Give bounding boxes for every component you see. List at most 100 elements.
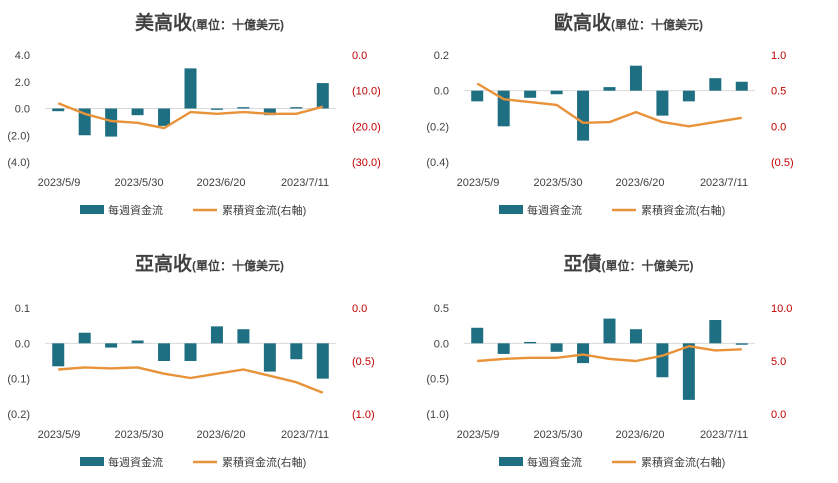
weekly-flow-bar xyxy=(471,90,484,102)
legend-bar-label: 每週資金流 xyxy=(108,203,163,217)
x-axis-tick-label: 2023/6/20 xyxy=(616,429,665,441)
chart-panel-asia-bond: 亞債(單位：十億美元) 0.5 0.0 (0.5) (1.0) 0.0 5.0 10.0 20… xyxy=(419,241,838,482)
weekly-flow-bar xyxy=(735,81,748,91)
weekly-flow-bar xyxy=(524,90,537,98)
legend-bar-label: 每週資金流 xyxy=(108,455,163,469)
left-axis-tick-label: 0.0 xyxy=(434,86,449,98)
left-axis-tick-label: (4.0) xyxy=(7,157,30,169)
legend-line-label: 累積資金流(右軸) xyxy=(641,203,725,217)
weekly-flow-bar xyxy=(131,108,144,116)
left-axis-tick-label: (0.2) xyxy=(426,121,449,133)
legend-bar-label: 每週資金流 xyxy=(527,455,582,469)
weekly-flow-bar xyxy=(158,343,171,361)
chart-title-main: 美高收 xyxy=(134,13,192,34)
cumulative-flow-line xyxy=(57,102,324,130)
x-axis-tick-label: 2023/6/20 xyxy=(616,177,665,189)
chart-title: 美高收(單位：十億美元) xyxy=(0,8,419,35)
chart-title: 亞債(單位：十億美元) xyxy=(419,249,838,276)
chart-title-main: 歐高收 xyxy=(553,13,611,34)
right-axis-tick-label: (10.0) xyxy=(352,86,381,98)
weekly-flow-bar xyxy=(735,343,748,345)
weekly-flow-bar xyxy=(263,108,276,116)
weekly-flow-bar xyxy=(709,320,722,344)
legend-bar-swatch xyxy=(80,205,104,214)
x-axis-tick-label: 2023/5/30 xyxy=(534,429,583,441)
weekly-flow-bar xyxy=(656,343,669,378)
right-axis-tick-label: 0.0 xyxy=(771,121,786,133)
cumulative-flow-line xyxy=(476,82,742,128)
right-axis-tick-label: 0.0 xyxy=(352,303,367,315)
weekly-flow-bar xyxy=(237,107,250,109)
weekly-flow-bar xyxy=(290,343,303,360)
weekly-flow-bar xyxy=(184,68,197,109)
weekly-flow-bar xyxy=(105,108,118,137)
legend-line-label: 累積資金流(右軸) xyxy=(641,455,725,469)
chart-title-unit: (單位：十億美元) xyxy=(601,259,694,273)
right-axis-tick-label: 5.0 xyxy=(771,356,786,368)
x-axis-tick-label: 2023/5/30 xyxy=(115,429,164,441)
legend-bar-swatch xyxy=(499,205,523,214)
right-axis-tick-label: (0.5) xyxy=(771,157,794,169)
chart-panel-asia-high-yield: 亞高收(單位：十億美元) 0.1 0.0 (0.1) (0.2) 0.0 (0.5) (1.… xyxy=(0,241,419,482)
chart-title-unit: (單位：十億美元) xyxy=(611,18,703,32)
weekly-flow-bar xyxy=(629,329,642,344)
x-axis-tick-label: 2023/7/11 xyxy=(700,177,748,189)
chart-panel-us-high-yield: 美高收(單位：十億美元) 4.0 2.0 0.0 (2.0) (4.0) 0.0 (10.0… xyxy=(0,0,419,241)
left-axis-tick-label: (0.2) xyxy=(7,409,30,421)
x-axis-tick-label: 2023/5/9 xyxy=(38,177,81,189)
weekly-flow-bar xyxy=(131,340,144,344)
right-axis-tick-label: 10.0 xyxy=(771,303,792,315)
legend-bar-swatch xyxy=(499,457,523,466)
x-axis-tick-label: 2023/6/20 xyxy=(197,429,246,441)
left-axis-tick-label: (1.0) xyxy=(426,409,449,421)
left-axis-tick-label: (0.4) xyxy=(426,157,449,169)
weekly-flow-bar xyxy=(210,108,223,110)
weekly-flow-bar xyxy=(316,343,329,379)
weekly-flow-bar xyxy=(471,327,484,344)
left-axis-tick-label: 0.0 xyxy=(15,338,30,350)
chart-title: 歐高收(單位：十億美元) xyxy=(419,8,838,35)
chart-title-main: 亞債 xyxy=(563,254,602,275)
left-axis-tick-label: (0.5) xyxy=(426,374,449,386)
x-axis-tick-label: 2023/5/9 xyxy=(457,429,500,441)
x-axis-tick-label: 2023/7/11 xyxy=(700,429,748,441)
weekly-flow-bar xyxy=(497,343,510,354)
left-axis-tick-label: 0.5 xyxy=(434,303,449,315)
chart-title: 亞高收(單位：十億美元) xyxy=(0,249,419,276)
x-axis-tick-label: 2023/7/11 xyxy=(281,177,329,189)
x-axis-tick-label: 2023/5/30 xyxy=(115,177,164,189)
weekly-flow-bar xyxy=(263,343,276,372)
legend-line-label: 累積資金流(右軸) xyxy=(222,203,306,217)
left-axis-tick-label: 2.0 xyxy=(15,77,30,89)
right-axis-tick-label: 0.0 xyxy=(771,409,786,421)
left-axis-tick-label: (0.1) xyxy=(7,374,30,386)
weekly-flow-bar xyxy=(184,343,197,361)
weekly-flow-bar xyxy=(603,87,616,91)
right-axis-tick-label: 0.0 xyxy=(352,50,367,62)
right-axis-tick-label: (20.0) xyxy=(352,121,381,133)
x-axis-tick-label: 2023/5/9 xyxy=(38,429,81,441)
legend-line-label: 累積資金流(右軸) xyxy=(222,455,306,469)
weekly-flow-bar xyxy=(550,343,563,352)
chart-title-main: 亞高收 xyxy=(134,254,192,275)
right-axis-tick-label: (0.5) xyxy=(352,356,375,368)
left-axis-tick-label: 0.1 xyxy=(15,303,30,315)
chart-svg: 4.0 2.0 0.0 (2.0) (4.0) 0.0 (10.0) (20.0) (30.0)… xyxy=(7,50,381,217)
weekly-flow-bar xyxy=(577,90,590,141)
left-axis-tick-label: 4.0 xyxy=(15,50,30,62)
weekly-flow-bar xyxy=(629,65,642,91)
x-axis-tick-label: 2023/5/30 xyxy=(534,177,583,189)
x-axis-tick-label: 2023/7/11 xyxy=(281,429,329,441)
right-axis-tick-label: (1.0) xyxy=(352,409,375,421)
weekly-flow-bar xyxy=(105,343,118,348)
weekly-flow-bar xyxy=(52,343,65,367)
cumulative-flow-line xyxy=(477,344,742,363)
weekly-flow-bar xyxy=(682,343,695,400)
weekly-flow-bar xyxy=(290,107,303,109)
chart-title-unit: (單位：十億美元) xyxy=(192,18,284,32)
weekly-flow-bar xyxy=(550,90,563,95)
weekly-flow-bar xyxy=(524,341,537,344)
chart-svg: 0.1 0.0 (0.1) (0.2) 0.0 (0.5) (1.0) 2023/5/9 202… xyxy=(7,303,375,469)
left-axis-tick-label: 0.2 xyxy=(434,50,449,62)
legend-bar-swatch xyxy=(80,457,104,466)
